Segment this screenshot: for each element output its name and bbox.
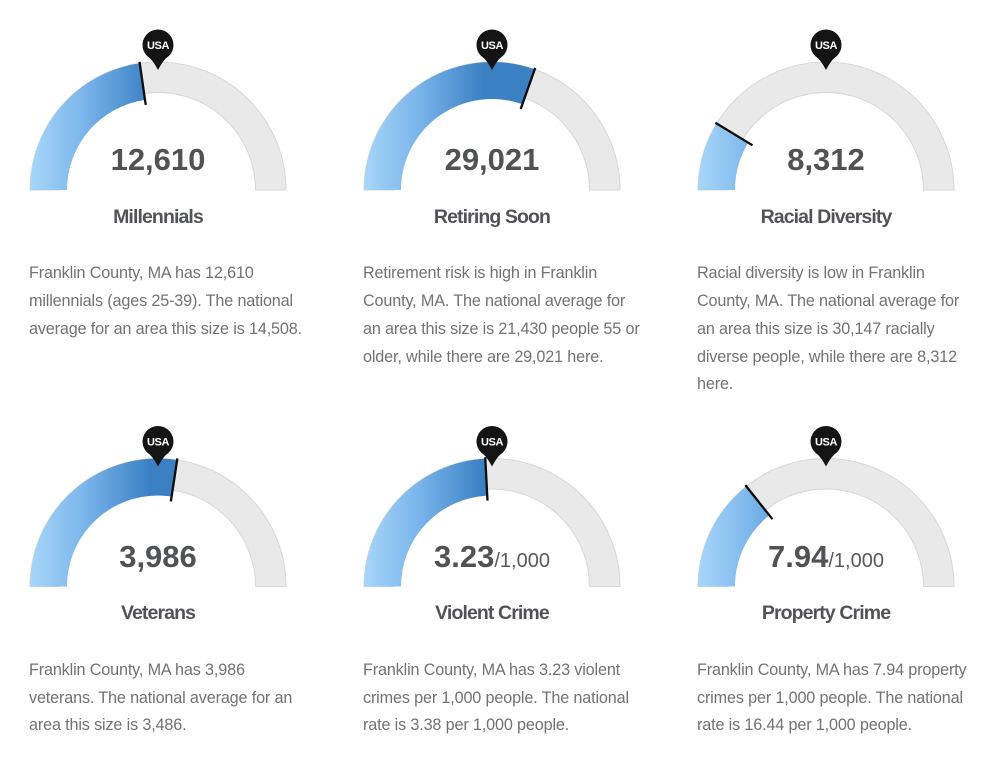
svg-text:USA: USA: [147, 437, 169, 449]
svg-text:USA: USA: [147, 40, 169, 52]
svg-text:USA: USA: [481, 40, 503, 52]
svg-text:USA: USA: [481, 437, 503, 449]
svg-text:USA: USA: [815, 40, 837, 52]
svg-text:USA: USA: [815, 437, 837, 449]
